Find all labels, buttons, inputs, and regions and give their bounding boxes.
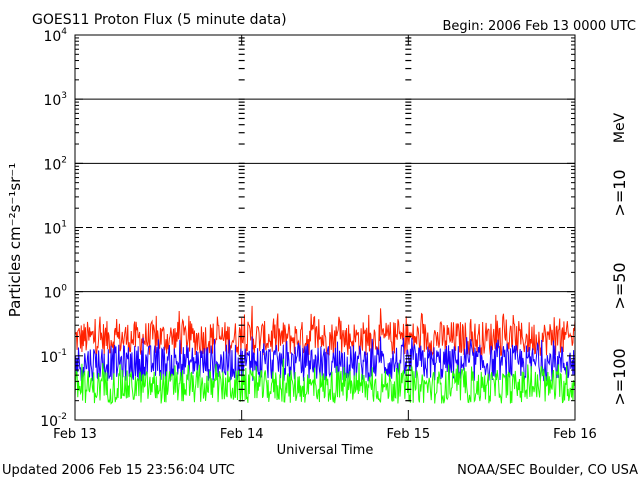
x-axis-label: Universal Time xyxy=(277,443,374,458)
chart-title: GOES11 Proton Flux (5 minute data) xyxy=(32,12,287,28)
units-label: MeV xyxy=(612,112,628,143)
y-axis-label: Particles cm⁻²s⁻¹sr⁻¹ xyxy=(6,163,24,317)
legend-series-50: >=50 xyxy=(610,262,629,309)
y-tick-base: 10 xyxy=(40,414,58,430)
series-line xyxy=(74,358,576,405)
y-tick-exponent: 0 xyxy=(61,284,67,294)
y-tick-base: 10 xyxy=(43,286,61,302)
x-axis-ticks: Feb 13 Feb 14 Feb 15 Feb 16 xyxy=(53,35,597,442)
y-tick-exponent: 1 xyxy=(61,220,67,230)
legend-series-100: >=100 xyxy=(610,348,629,405)
y-tick-exponent: -1 xyxy=(58,348,67,358)
y-tick-label: 100 xyxy=(43,284,67,302)
legend-series-10: >=10 xyxy=(610,169,629,216)
begin-label: Begin: 2006 Feb 13 0000 UTC xyxy=(442,19,636,34)
y-tick-base: 10 xyxy=(43,93,61,109)
y-tick-base: 10 xyxy=(43,29,61,45)
y-tick-base: 10 xyxy=(43,222,61,238)
y-tick-label: 102 xyxy=(43,155,67,173)
y-tick-exponent: 4 xyxy=(61,27,67,37)
x-tick-label: Feb 16 xyxy=(553,427,597,442)
y-tick-label: 104 xyxy=(43,27,67,45)
series-line xyxy=(74,336,576,382)
y-tick-label: 10-1 xyxy=(40,348,67,366)
x-tick-label: Feb 14 xyxy=(220,427,264,442)
y-tick-exponent: 2 xyxy=(61,155,67,165)
credit-label: NOAA/SEC Boulder, CO USA xyxy=(457,463,638,478)
y-tick-exponent: -2 xyxy=(58,412,67,422)
y-tick-label: 101 xyxy=(43,220,67,238)
y-tick-exponent: 3 xyxy=(61,91,67,101)
y-tick-label: 10-2 xyxy=(40,412,67,430)
y-tick-label: 103 xyxy=(43,91,67,109)
series-line xyxy=(74,305,576,357)
y-tick-base: 10 xyxy=(43,157,61,173)
series-layer xyxy=(74,305,576,405)
grid-layer xyxy=(75,98,575,293)
updated-label: Updated 2006 Feb 15 23:56:04 UTC xyxy=(2,463,235,478)
x-tick-label: Feb 13 xyxy=(53,427,97,442)
x-tick-label: Feb 15 xyxy=(386,427,430,442)
y-tick-base: 10 xyxy=(40,350,58,366)
